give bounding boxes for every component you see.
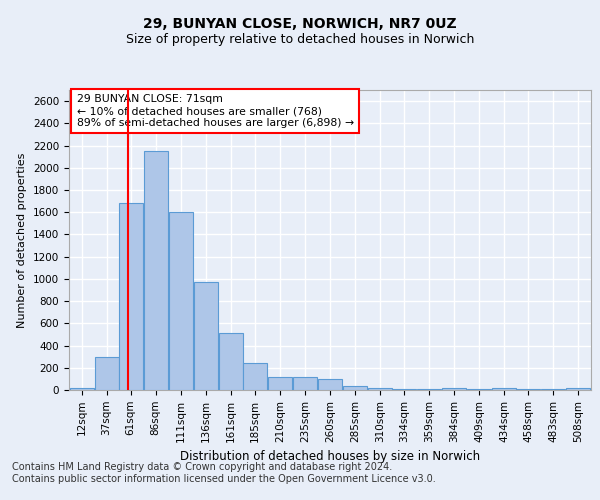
Bar: [169, 212, 193, 390]
Bar: [343, 386, 367, 390]
Bar: [493, 388, 517, 390]
Bar: [442, 388, 466, 390]
Bar: [70, 388, 94, 390]
Text: 29 BUNYAN CLOSE: 71sqm
← 10% of detached houses are smaller (768)
89% of semi-de: 29 BUNYAN CLOSE: 71sqm ← 10% of detached…: [77, 94, 354, 128]
Bar: [95, 356, 119, 390]
Bar: [243, 363, 267, 390]
Bar: [293, 377, 317, 390]
Bar: [219, 334, 243, 390]
Text: Contains public sector information licensed under the Open Government Licence v3: Contains public sector information licen…: [12, 474, 436, 484]
Text: Size of property relative to detached houses in Norwich: Size of property relative to detached ho…: [126, 32, 474, 46]
Bar: [368, 388, 392, 390]
Bar: [143, 151, 167, 390]
Y-axis label: Number of detached properties: Number of detached properties: [17, 152, 28, 328]
Bar: [268, 376, 292, 390]
X-axis label: Distribution of detached houses by size in Norwich: Distribution of detached houses by size …: [180, 450, 480, 463]
Text: Contains HM Land Registry data © Crown copyright and database right 2024.: Contains HM Land Registry data © Crown c…: [12, 462, 392, 472]
Text: 29, BUNYAN CLOSE, NORWICH, NR7 0UZ: 29, BUNYAN CLOSE, NORWICH, NR7 0UZ: [143, 18, 457, 32]
Bar: [318, 380, 342, 390]
Bar: [566, 388, 590, 390]
Bar: [119, 204, 143, 390]
Bar: [194, 282, 218, 390]
